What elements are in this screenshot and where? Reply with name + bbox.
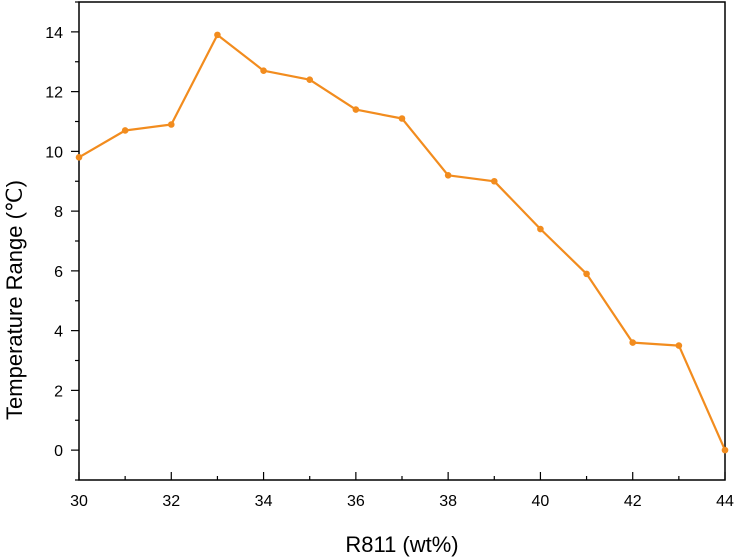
x-tick-label: 30 <box>70 493 88 510</box>
plot-frame <box>78 1 726 481</box>
data-point <box>583 270 590 278</box>
data-point <box>121 127 129 134</box>
x-tick-label: 32 <box>162 493 180 510</box>
data-point <box>214 31 221 39</box>
data-point <box>75 154 83 161</box>
data-point <box>167 121 175 128</box>
data-point <box>721 446 729 454</box>
series-line <box>78 33 727 451</box>
x-tick-label: 44 <box>716 493 734 510</box>
series-layer <box>75 31 729 454</box>
data-point <box>260 67 267 75</box>
y-tick-label: 6 <box>54 264 63 281</box>
x-tick-label: 36 <box>347 493 365 510</box>
data-point <box>675 342 683 349</box>
data-point <box>398 115 406 122</box>
y-tick-label: 0 <box>54 443 63 460</box>
y-tick-label: 10 <box>45 144 63 161</box>
data-point <box>352 106 360 113</box>
data-point <box>537 225 544 233</box>
data-point <box>444 171 452 179</box>
x-tick-label: 40 <box>532 493 550 510</box>
y-tick-label: 2 <box>54 383 63 400</box>
y-tick-label: 12 <box>45 85 63 102</box>
x-tick-label: 38 <box>439 493 457 510</box>
axes: 30 32 34 36 38 40 42 44 0 2 4 6 8 10 12 14 <box>45 1 734 510</box>
y-tick-label: 14 <box>45 25 63 42</box>
y-axis-label: Temperature Range (℃) <box>2 180 27 420</box>
x-axis-label: R811 (wt%) <box>345 532 458 557</box>
x-tick-label: 34 <box>255 493 273 510</box>
y-tick-label: 4 <box>54 324 63 341</box>
x-tick-label: 42 <box>624 493 642 510</box>
data-point <box>629 339 637 346</box>
data-point <box>306 76 314 83</box>
data-point <box>490 177 498 185</box>
y-tick-label: 8 <box>54 204 63 221</box>
